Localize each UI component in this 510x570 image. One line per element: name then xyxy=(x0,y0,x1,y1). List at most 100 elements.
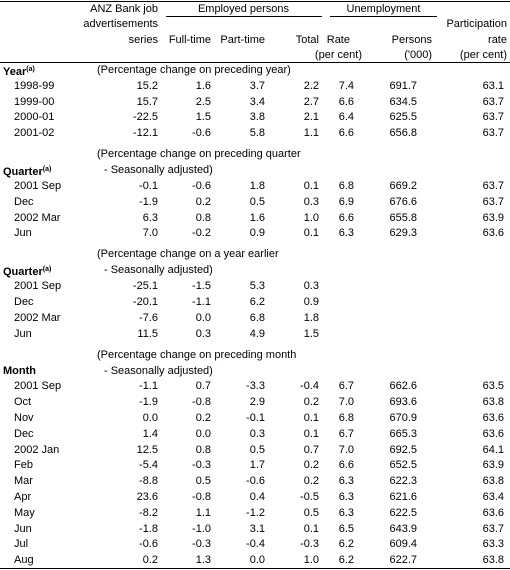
cell-value: 1.5 xyxy=(303,327,319,340)
cell-value: 0.7 xyxy=(303,443,319,456)
cell-value: 6.6 xyxy=(338,211,354,224)
row-label: Jul xyxy=(14,538,29,551)
cell-value: 1.4 xyxy=(142,427,158,440)
cell-value: -0.4 xyxy=(300,380,319,393)
cell-value: -0.8 xyxy=(192,396,211,409)
cell-value: 63.7 xyxy=(482,195,504,208)
section-note: (Percentage change on a year earlier xyxy=(97,248,279,261)
cell-value: 12.5 xyxy=(136,443,158,456)
cell-value: -0.3 xyxy=(192,459,211,472)
col-header: (per cent) xyxy=(459,49,507,61)
cell-value: -8.2 xyxy=(139,506,158,519)
col-header: Participation xyxy=(446,18,507,30)
cell-value: 6.6 xyxy=(338,95,354,108)
cell-value: 6.3 xyxy=(338,227,354,240)
heading-text: Quarter xyxy=(3,266,43,279)
cell-value: 1.8 xyxy=(249,180,265,192)
cell-value: -1.8 xyxy=(139,522,158,535)
cell-value: -12.1 xyxy=(132,127,158,140)
cell-value: 2.7 xyxy=(303,95,319,108)
cell-value: -1.9 xyxy=(139,396,158,409)
cell-value: 6.6 xyxy=(338,459,354,472)
heading-footnote: (a) xyxy=(42,166,52,174)
cell-value: 0.8 xyxy=(195,443,211,456)
cell-value: -0.6 xyxy=(246,475,265,488)
row-label: 2001-02 xyxy=(14,127,55,140)
row-label: 2001 Sep xyxy=(14,280,62,293)
row-label: Jun xyxy=(14,327,32,340)
cell-value: 1.1 xyxy=(303,127,319,140)
row-label: Apr xyxy=(14,491,32,503)
cell-value: 656.8 xyxy=(389,127,417,140)
cell-value: 63.3 xyxy=(482,538,504,551)
cell-value: 634.5 xyxy=(389,95,417,108)
cell-value: 1.1 xyxy=(195,506,211,519)
cell-value: 6.9 xyxy=(338,195,354,208)
heading-text: Quarter xyxy=(3,166,43,179)
cell-value: -0.2 xyxy=(192,227,211,240)
row-label: 1998-99 xyxy=(14,79,55,92)
cell-value: 652.5 xyxy=(389,459,417,472)
cell-value: 0.0 xyxy=(195,311,211,324)
cell-value: -1.9 xyxy=(139,195,158,208)
cell-value: 3.8 xyxy=(249,111,265,124)
cell-value: 6.2 xyxy=(338,538,354,551)
heading-footnote: (a) xyxy=(42,266,52,274)
cell-value: 11.5 xyxy=(137,327,158,340)
section-heading: Quarter(a) xyxy=(3,163,51,179)
row-label: May xyxy=(14,506,35,519)
cell-value: -22.5 xyxy=(132,111,158,124)
cell-value: -0.8 xyxy=(192,491,211,503)
cell-value: -1.1 xyxy=(139,380,158,393)
cell-value: 6.8 xyxy=(249,311,265,324)
row-label: 2001 Sep xyxy=(14,380,62,393)
cell-value: 2.9 xyxy=(249,396,265,409)
cell-value: 6.3 xyxy=(338,475,354,488)
cell-value: -8.8 xyxy=(139,475,158,488)
col-header: Total xyxy=(295,34,319,46)
cell-value: 0.5 xyxy=(249,195,265,208)
cell-value: 2.2 xyxy=(303,79,319,92)
cell-value: 665.3 xyxy=(389,427,417,440)
top-rule xyxy=(0,1,510,2)
cell-value: 0.9 xyxy=(249,227,265,240)
cell-value: 622.3 xyxy=(389,475,417,488)
col-header: Rate xyxy=(326,34,350,46)
cell-value: 0.0 xyxy=(142,412,158,424)
cell-value: 0.2 xyxy=(195,195,211,208)
cell-value: -1.0 xyxy=(192,522,211,535)
cell-value: 1.6 xyxy=(195,79,211,92)
section-note: (Percentage change on preceding year) xyxy=(97,64,291,76)
cell-value: 2.5 xyxy=(195,95,211,108)
cell-value: 63.7 xyxy=(482,111,504,124)
cell-value: 7.0 xyxy=(142,227,158,240)
cell-value: 670.9 xyxy=(389,412,417,424)
group-rule xyxy=(166,16,322,17)
section-note: - Seasonally adjusted) xyxy=(104,364,213,377)
section-note: (Percentage change on preceding month xyxy=(97,348,297,361)
cell-value: 0.3 xyxy=(249,427,265,440)
cell-value: 23.6 xyxy=(136,491,158,503)
cell-value: -0.1 xyxy=(246,412,265,424)
cell-value: 609.4 xyxy=(389,538,417,551)
cell-value: 1.7 xyxy=(249,459,265,472)
cell-value: 63.6 xyxy=(482,227,504,240)
cell-value: 0.1 xyxy=(303,412,319,424)
cell-value: 0.3 xyxy=(303,195,319,208)
cell-value: -1.2 xyxy=(246,506,265,519)
col-header: series xyxy=(128,34,158,46)
row-label: Nov xyxy=(14,412,34,424)
cell-value: 621.6 xyxy=(389,491,417,503)
section-note: - Seasonally adjusted) xyxy=(104,264,213,277)
group-header: Employed persons xyxy=(197,3,290,15)
cell-value: 6.3 xyxy=(338,491,354,503)
cell-value: 15.7 xyxy=(136,95,158,108)
row-label: Jun xyxy=(14,522,32,535)
cell-value: 63.7 xyxy=(482,522,504,535)
cell-value: 63.8 xyxy=(482,554,504,567)
cell-value: 15.2 xyxy=(136,79,158,92)
section-heading: Month xyxy=(3,364,36,378)
cell-value: 63.4 xyxy=(482,491,504,503)
cell-value: 63.7 xyxy=(482,95,504,108)
cell-value: 63.8 xyxy=(482,475,504,488)
